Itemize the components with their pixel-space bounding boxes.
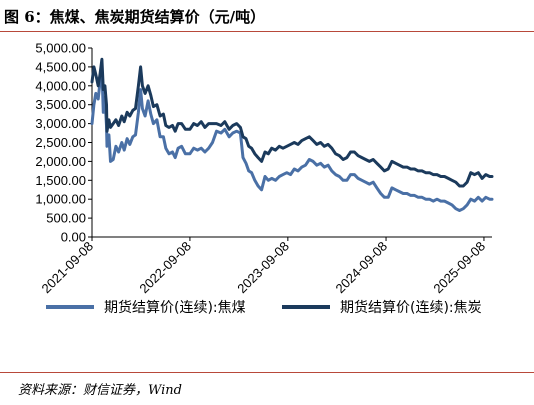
series-line-coking_coal [90, 67, 494, 212]
x-tick-label: 2024-09-08 [333, 239, 391, 297]
y-tick-label: 1,500.00 [35, 173, 86, 188]
y-tick-label: 500.00 [46, 211, 86, 226]
x-axis: 2021-09-08 2022-09-08 2023-09-08 2024-09-08… [38, 236, 492, 297]
y-tick-label: 2,000.00 [35, 154, 86, 169]
source-note: 资料来源：财信证券，Wind [18, 383, 182, 398]
y-tick-label: 2,500.00 [35, 135, 86, 150]
footer-divider [0, 372, 534, 373]
y-tick-label: 5,000.00 [35, 41, 86, 56]
legend-label-coke: 期货结算价(连续):焦炭 [340, 299, 482, 316]
y-axis: 5,000.00 4,500.00 4,000.00 3,500.00 3,000.00… [35, 41, 93, 245]
line-chart: 5,000.00 4,500.00 4,000.00 3,500.00 3,000.00… [35, 41, 494, 316]
title-divider [0, 31, 534, 32]
y-tick-label: 3,000.00 [35, 116, 86, 131]
y-tick-label: 3,500.00 [35, 97, 86, 112]
y-tick-label: 4,000.00 [35, 78, 86, 93]
x-tick-label: 2025-09-08 [430, 239, 488, 297]
legend-label-coking_coal: 期货结算价(连续):焦煤 [104, 299, 246, 316]
page-title: 图 6：焦煤、焦炭期货结算价（元/吨） [4, 8, 266, 26]
y-tick-label: 1,000.00 [35, 192, 86, 207]
series-line-coke [90, 57, 494, 188]
x-tick-label: 2022-09-08 [136, 239, 194, 297]
series-group [90, 57, 494, 212]
legend: 期货结算价(连续):焦煤 期货结算价(连续):焦炭 [46, 299, 482, 316]
x-tick-label: 2023-09-08 [234, 239, 292, 297]
y-tick-label: 4,500.00 [35, 59, 86, 74]
x-tick-label: 2021-09-08 [38, 239, 96, 297]
y-tick-label: 0.00 [61, 230, 86, 245]
